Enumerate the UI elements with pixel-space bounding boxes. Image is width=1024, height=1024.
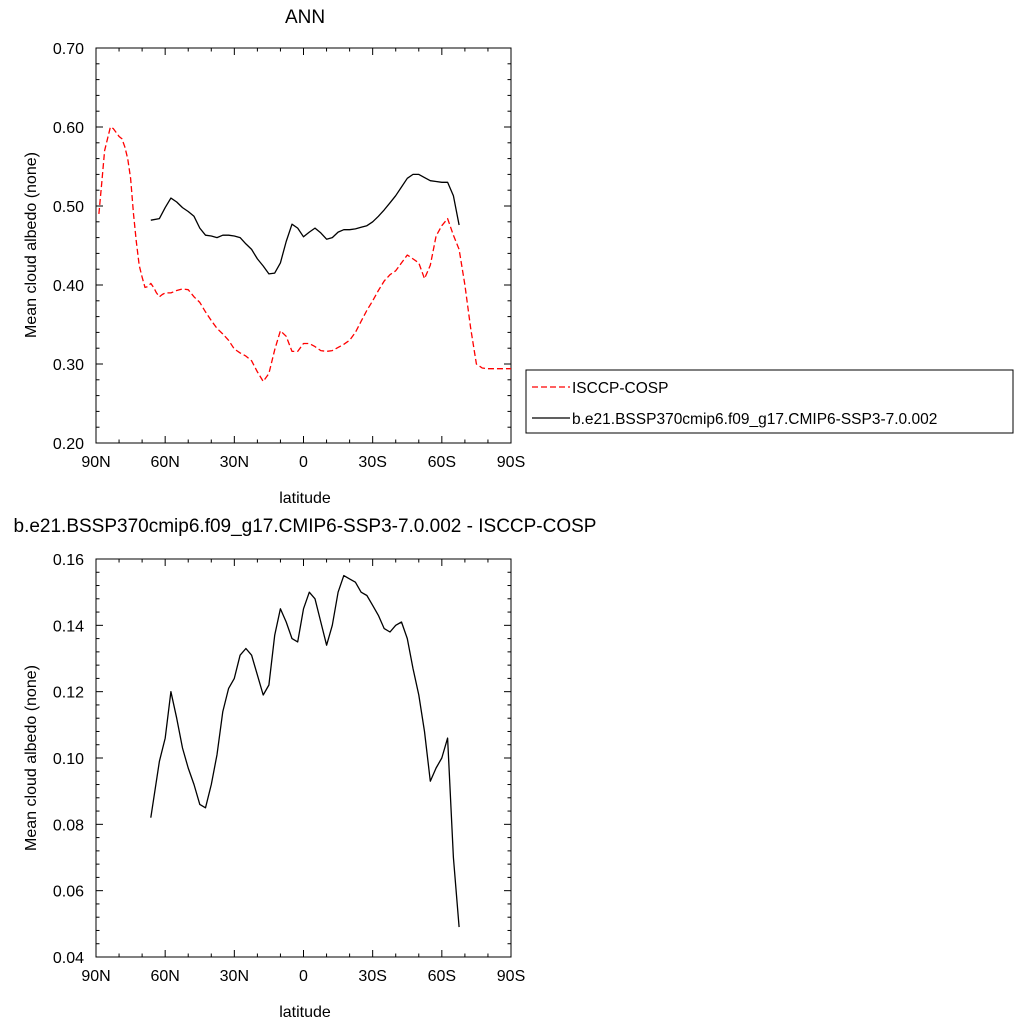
x-tick-label: 30S (358, 454, 386, 471)
y-tick-label: 0.12 (53, 685, 84, 702)
y-tick-label: 0.20 (53, 436, 84, 453)
x-tick-label: 30N (220, 968, 249, 985)
x-tick-label: 90N (81, 968, 110, 985)
panel-1-series-lines (98, 126, 511, 383)
panel-1-x-axis-label: latitude (279, 490, 331, 507)
x-tick-label: 90S (497, 968, 525, 985)
y-tick-label: 0.14 (53, 618, 84, 635)
legend: ISCCP-COSP b.e21.BSSP370cmip6.f09_g17.CM… (525, 369, 1014, 434)
y-tick-label: 0.08 (53, 817, 84, 834)
x-tick-label: 30S (358, 968, 386, 985)
x-tick-label: 60S (428, 454, 456, 471)
x-tick-label: 0 (299, 968, 308, 985)
panel-1-plot-frame (95, 47, 512, 444)
legend-box (525, 369, 1014, 434)
y-tick-label: 0.70 (53, 41, 84, 58)
legend-label-model: b.e21.BSSP370cmip6.f09_g17.CMIP6-SSP3-7.… (572, 411, 937, 428)
x-tick-label: 60S (428, 968, 456, 985)
panel-1-title: ANN (285, 7, 325, 28)
panel-2-y-axis-label: Mean cloud albedo (none) (23, 665, 40, 851)
panel-1-ticks (95, 47, 512, 444)
x-tick-label: 90S (497, 454, 525, 471)
panel-2-x-tick-labels: 90N 60N 30N 0 30S 60S 90S (81, 968, 525, 985)
y-tick-label: 0.40 (53, 278, 84, 295)
x-tick-label: 60N (150, 968, 179, 985)
y-tick-label: 0.30 (53, 357, 84, 374)
y-tick-label: 0.60 (53, 120, 84, 137)
y-tick-label: 0.06 (53, 884, 84, 901)
y-tick-label: 0.10 (53, 751, 84, 768)
y-tick-label: 0.50 (53, 199, 84, 216)
panel-1-x-tick-labels: 90N 60N 30N 0 30S 60S 90S (81, 454, 525, 471)
panel-1-y-axis-label: Mean cloud albedo (none) (23, 152, 40, 338)
panel-annual-mean: ANN 90N 60N 30N 0 30S 60S 90S 0.20 0.30 0.40 0.50… (23, 7, 525, 507)
panel-2-x-axis-label: latitude (279, 1004, 331, 1021)
y-tick-label: 0.16 (53, 552, 84, 569)
panel-2-series-lines (150, 574, 460, 928)
panel-2-ticks (95, 558, 512, 958)
y-tick-label: 0.04 (53, 950, 84, 967)
panel-2-y-tick-labels: 0.04 0.06 0.08 0.10 0.12 0.14 0.16 (53, 552, 84, 967)
panel-difference: b.e21.BSSP370cmip6.f09_g17.CMIP6-SSP3-7.… (14, 516, 597, 1021)
x-tick-label: 60N (150, 454, 179, 471)
panel-2-title: b.e21.BSSP370cmip6.f09_g17.CMIP6-SSP3-7.… (14, 516, 597, 537)
series-line-0-0 (98, 126, 511, 383)
series-line-0-1 (150, 173, 460, 275)
x-tick-label: 30N (220, 454, 249, 471)
x-tick-label: 90N (81, 454, 110, 471)
series-line-1-0 (150, 574, 460, 928)
panel-1-y-tick-labels: 0.20 0.30 0.40 0.50 0.60 0.70 (53, 41, 84, 453)
x-tick-label: 0 (299, 454, 308, 471)
legend-label-isccp: ISCCP-COSP (572, 380, 668, 397)
